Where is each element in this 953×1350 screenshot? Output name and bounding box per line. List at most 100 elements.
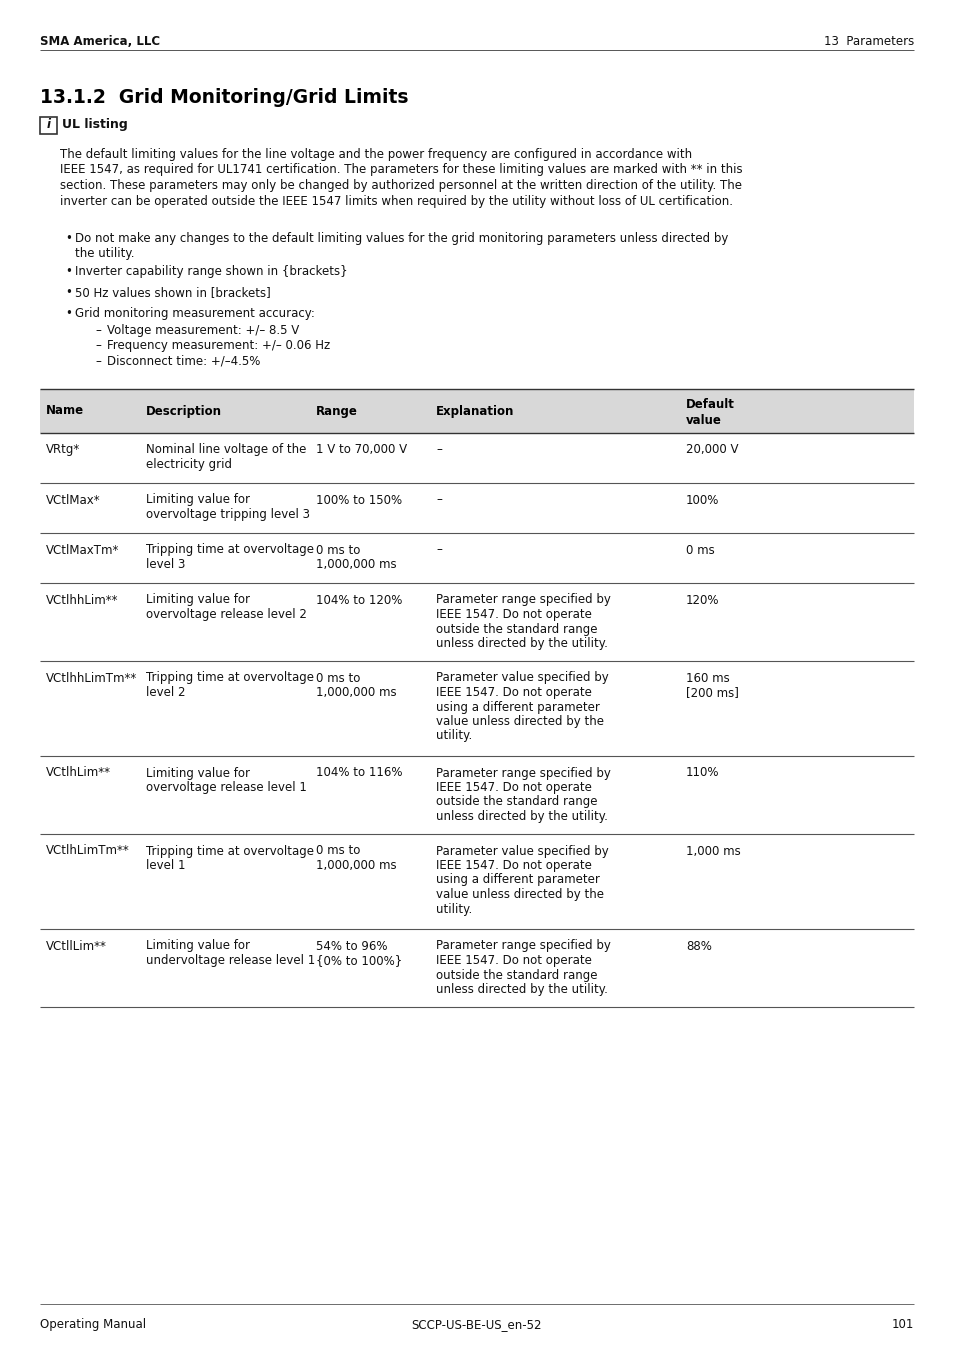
Text: Inverter capability range shown in {brackets}: Inverter capability range shown in {brac…	[75, 266, 347, 278]
Text: 88%: 88%	[685, 940, 711, 953]
Text: Parameter range specified by: Parameter range specified by	[436, 767, 610, 779]
Text: VCtllLim**: VCtllLim**	[46, 940, 107, 953]
Text: outside the standard range: outside the standard range	[436, 795, 597, 809]
Text: level 1: level 1	[146, 859, 185, 872]
Text: 1,000,000 ms: 1,000,000 ms	[315, 686, 396, 699]
Text: [200 ms]: [200 ms]	[685, 686, 739, 699]
Text: 120%: 120%	[685, 594, 719, 606]
Text: Operating Manual: Operating Manual	[40, 1318, 146, 1331]
Text: Tripping time at overvoltage: Tripping time at overvoltage	[146, 544, 314, 556]
Text: utility.: utility.	[436, 903, 472, 915]
Text: electricity grid: electricity grid	[146, 458, 232, 471]
Text: SCCP-US-BE-US_en-52: SCCP-US-BE-US_en-52	[412, 1318, 541, 1331]
Text: VCtlhhLimTm**: VCtlhhLimTm**	[46, 671, 137, 684]
Text: 50 Hz values shown in [brackets]: 50 Hz values shown in [brackets]	[75, 286, 271, 298]
Text: level 3: level 3	[146, 558, 185, 571]
Text: •: •	[65, 232, 71, 244]
Text: SMA America, LLC: SMA America, LLC	[40, 35, 160, 49]
Text: UL listing: UL listing	[62, 117, 128, 131]
Text: VCtlMaxTm*: VCtlMaxTm*	[46, 544, 119, 556]
Text: The default limiting values for the line voltage and the power frequency are con: The default limiting values for the line…	[60, 148, 691, 161]
Text: unless directed by the utility.: unless directed by the utility.	[436, 810, 607, 824]
Text: Description: Description	[146, 405, 222, 417]
Text: –: –	[436, 544, 441, 556]
Text: value unless directed by the: value unless directed by the	[436, 888, 603, 900]
Text: unless directed by the utility.: unless directed by the utility.	[436, 983, 607, 996]
Text: 1,000,000 ms: 1,000,000 ms	[315, 859, 396, 872]
Text: 100% to 150%: 100% to 150%	[315, 494, 402, 506]
Text: 0 ms to: 0 ms to	[315, 845, 360, 857]
Text: Parameter value specified by: Parameter value specified by	[436, 671, 608, 684]
Text: unless directed by the utility.: unless directed by the utility.	[436, 637, 607, 649]
Text: 0 ms to: 0 ms to	[315, 544, 360, 556]
Text: •: •	[65, 306, 71, 320]
Text: Limiting value for: Limiting value for	[146, 767, 250, 779]
Text: •: •	[65, 286, 71, 298]
Text: using a different parameter: using a different parameter	[436, 701, 599, 714]
Text: Limiting value for: Limiting value for	[146, 940, 250, 953]
Text: value unless directed by the: value unless directed by the	[436, 716, 603, 728]
Text: Tripping time at overvoltage: Tripping time at overvoltage	[146, 671, 314, 684]
Text: Nominal line voltage of the: Nominal line voltage of the	[146, 444, 306, 456]
Text: utility.: utility.	[436, 729, 472, 742]
Text: level 2: level 2	[146, 686, 185, 699]
Text: 20,000 V: 20,000 V	[685, 444, 738, 456]
Text: outside the standard range: outside the standard range	[436, 968, 597, 981]
Text: IEEE 1547. Do not operate: IEEE 1547. Do not operate	[436, 859, 591, 872]
Text: VRtg*: VRtg*	[46, 444, 80, 456]
FancyBboxPatch shape	[40, 117, 57, 134]
Text: 0 ms to: 0 ms to	[315, 671, 360, 684]
Text: Tripping time at overvoltage: Tripping time at overvoltage	[146, 845, 314, 857]
Text: Parameter range specified by: Parameter range specified by	[436, 940, 610, 953]
Text: Voltage measurement: +/– 8.5 V: Voltage measurement: +/– 8.5 V	[107, 324, 299, 338]
Text: IEEE 1547, as required for UL1741 certification. The parameters for these limiti: IEEE 1547, as required for UL1741 certif…	[60, 163, 741, 177]
Text: 101: 101	[891, 1318, 913, 1331]
Text: 13  Parameters: 13 Parameters	[822, 35, 913, 49]
Text: Do not make any changes to the default limiting values for the grid monitoring p: Do not make any changes to the default l…	[75, 232, 727, 244]
Text: 54% to 96%: 54% to 96%	[315, 940, 387, 953]
Text: section. These parameters may only be changed by authorized personnel at the wri: section. These parameters may only be ch…	[60, 180, 741, 192]
Text: Name: Name	[46, 405, 84, 417]
Text: undervoltage release level 1: undervoltage release level 1	[146, 954, 314, 967]
Text: 100%: 100%	[685, 494, 719, 506]
Text: IEEE 1547. Do not operate: IEEE 1547. Do not operate	[436, 686, 591, 699]
Text: VCtlhLimTm**: VCtlhLimTm**	[46, 845, 130, 857]
Text: Grid monitoring measurement accuracy:: Grid monitoring measurement accuracy:	[75, 306, 314, 320]
Text: value: value	[685, 414, 721, 427]
Text: –: –	[95, 339, 101, 352]
Text: 13.1.2  Grid Monitoring/Grid Limits: 13.1.2 Grid Monitoring/Grid Limits	[40, 88, 408, 107]
Text: VCtlhLim**: VCtlhLim**	[46, 767, 111, 779]
Text: –: –	[95, 324, 101, 338]
Bar	[40, 389, 913, 432]
Text: i: i	[47, 117, 51, 131]
Text: Parameter range specified by: Parameter range specified by	[436, 594, 610, 606]
Text: 1 V to 70,000 V: 1 V to 70,000 V	[315, 444, 407, 456]
Text: 1,000 ms: 1,000 ms	[685, 845, 740, 857]
Text: overvoltage tripping level 3: overvoltage tripping level 3	[146, 508, 310, 521]
Text: VCtlhhLim**: VCtlhhLim**	[46, 594, 118, 606]
Text: –: –	[436, 444, 441, 456]
Text: –: –	[95, 355, 101, 369]
Text: •: •	[65, 266, 71, 278]
Text: 104% to 116%: 104% to 116%	[315, 767, 402, 779]
Text: Limiting value for: Limiting value for	[146, 594, 250, 606]
Text: overvoltage release level 2: overvoltage release level 2	[146, 608, 307, 621]
Text: 0 ms: 0 ms	[685, 544, 714, 556]
Text: VCtlMax*: VCtlMax*	[46, 494, 100, 506]
Text: Default: Default	[685, 398, 734, 412]
Text: outside the standard range: outside the standard range	[436, 622, 597, 636]
Text: Parameter value specified by: Parameter value specified by	[436, 845, 608, 857]
Text: Explanation: Explanation	[436, 405, 514, 417]
Text: using a different parameter: using a different parameter	[436, 873, 599, 887]
Text: 160 ms: 160 ms	[685, 671, 729, 684]
Text: 1,000,000 ms: 1,000,000 ms	[315, 558, 396, 571]
Text: –: –	[436, 494, 441, 506]
Text: overvoltage release level 1: overvoltage release level 1	[146, 782, 307, 794]
Text: Range: Range	[315, 405, 357, 417]
Text: inverter can be operated outside the IEEE 1547 limits when required by the utili: inverter can be operated outside the IEE…	[60, 194, 732, 208]
Text: the utility.: the utility.	[75, 247, 134, 261]
Text: IEEE 1547. Do not operate: IEEE 1547. Do not operate	[436, 782, 591, 794]
Text: Frequency measurement: +/– 0.06 Hz: Frequency measurement: +/– 0.06 Hz	[107, 339, 330, 352]
Text: {0% to 100%}: {0% to 100%}	[315, 954, 402, 967]
Text: IEEE 1547. Do not operate: IEEE 1547. Do not operate	[436, 954, 591, 967]
